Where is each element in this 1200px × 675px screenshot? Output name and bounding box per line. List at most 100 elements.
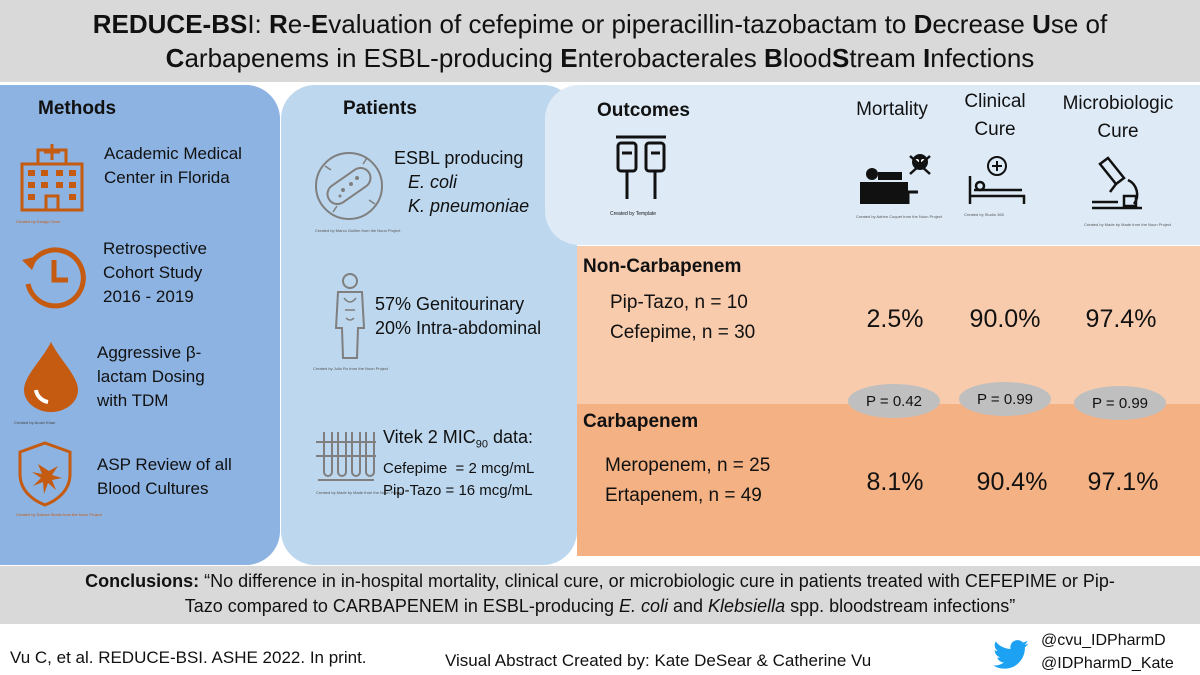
vitek-label: Vitek 2 MIC	[383, 427, 476, 447]
method-3-text: Aggressive β- lactam Dosing with TDM	[97, 341, 205, 413]
method-3-line-1: Aggressive β-	[97, 343, 202, 362]
bacteria-icon-credit: Created by Marco Guillen from the Noun P…	[315, 228, 401, 233]
title-line2-segment-1: arbapenems in ESBL-producing	[184, 43, 561, 73]
title-banner: REDUCE-BSI: Re-Evaluation of cefepime or…	[0, 0, 1200, 82]
carbapenem-arms: Meropenem, n = 25 Ertapenem, n = 49	[605, 451, 770, 511]
title-line1-segment-9: se of	[1050, 9, 1108, 39]
methods-heading: Methods	[38, 98, 117, 119]
non-carbapenem-arms: Pip-Tazo, n = 10 Cefepime, n = 30	[610, 288, 755, 348]
microscope-icon	[1092, 156, 1142, 210]
cefepime-arm: Cefepime, n = 30	[610, 322, 756, 343]
blood-drop-icon	[24, 342, 78, 412]
hospital-icon-credit: Created by Design Circle	[16, 219, 61, 224]
title-line1-segment-7: ecrease	[932, 9, 1033, 39]
clinical-cure-header: Clinical Cure	[950, 88, 1040, 144]
pvalue-microbiologic-cure: P = 0.99	[1074, 386, 1166, 420]
patients-panel	[281, 85, 577, 565]
conclusions-ecoli: E. coli	[618, 596, 668, 616]
carbapenem-panel	[577, 404, 1200, 556]
title-line2-segment-7: tream	[849, 43, 923, 73]
method-3-line-2: lactam Dosing	[97, 367, 205, 386]
esbl-organism-1: E. coli	[408, 172, 458, 192]
esbl-organism-2: K. pneumoniae	[408, 196, 530, 216]
title-line1-segment-1: I:	[247, 9, 269, 39]
noncarb-mortality-value: 2.5%	[866, 305, 924, 333]
method-2-line-1: Retrospective	[103, 239, 207, 258]
twitter-handle-2[interactable]: @IDPharmD_Kate	[1041, 655, 1174, 672]
title-line1-segment-3: e-	[287, 9, 311, 39]
pvalue-mortality: P = 0.42	[848, 384, 940, 418]
method-4-line-2: Blood Cultures	[97, 479, 209, 498]
method-2-line-2: Cohort Study	[103, 263, 203, 282]
human-body-icon	[334, 273, 366, 359]
title-line-1: REDUCE-BSI: Re-Evaluation of cefepime or…	[93, 7, 1107, 41]
carbapenem-heading: Carbapenem	[583, 411, 699, 432]
conclusions-text-2c: spp. bloodstream infections”	[785, 596, 1016, 616]
conclusions-text-1: “No difference in in-hospital mortality,…	[199, 571, 1115, 591]
vitek-piptazo-mic: Pip-Tazo = 16 mcg/mL	[383, 481, 533, 499]
conclusions-text-2b: and	[668, 596, 709, 616]
vitek-suffix: data:	[487, 427, 533, 447]
non-carbapenem-panel	[577, 246, 1200, 404]
title-line1-segment-0: REDUCE-BS	[92, 9, 248, 39]
title-line2-segment-2: E	[560, 43, 578, 73]
conclusions-label: Conclusions:	[85, 571, 200, 591]
microbiologic-cure-icon-credit: Created by Made by Made from the Noun Pr…	[1084, 222, 1172, 227]
title-line2-segment-6: S	[831, 43, 850, 73]
title-line1-segment-6: D	[913, 9, 933, 39]
test-tubes-icon	[316, 432, 376, 481]
method-1-line-1: Academic Medical	[104, 144, 242, 163]
conclusions-banner: Conclusions: “No difference in in-hospit…	[0, 566, 1200, 624]
patient-bed-skull-icon	[860, 154, 931, 204]
source-genitourinary: 57% Genitourinary	[375, 294, 525, 314]
ertapenem-arm: Ertapenem, n = 49	[605, 485, 762, 506]
vitek-subscript: 90	[475, 438, 488, 451]
title-line1-segment-2: R	[269, 9, 288, 39]
noncarb-micro-cure-value: 97.4%	[1085, 305, 1157, 333]
hospital-icon	[20, 144, 84, 212]
twitter-handle-1[interactable]: @cvu_IDPharmD	[1041, 632, 1166, 649]
piptazo-arm: Pip-Tazo, n = 10	[610, 292, 748, 313]
esbl-text: ESBL producing E. coli K. pneumoniae	[394, 146, 529, 218]
carb-clinical-cure-value: 90.4%	[976, 468, 1048, 496]
non-carbapenem-heading: Non-Carbapenem	[583, 256, 742, 277]
conclusions-line-1: Conclusions: “No difference in in-hospit…	[0, 569, 1200, 594]
micro-cure-header-line-1: Microbiologic	[1062, 93, 1174, 114]
title-line1-segment-4: E	[310, 9, 329, 39]
twitter-bird-icon	[993, 640, 1029, 669]
infection-source-text: 57% Genitourinary 20% Intra-abdominal	[375, 292, 541, 340]
method-2-line-3: 2016 - 2019	[103, 287, 194, 306]
clinical-cure-header-line-1: Clinical	[964, 91, 1026, 112]
outcomes-heading: Outcomes	[597, 100, 690, 121]
title-line2-segment-9: nfections	[930, 43, 1035, 73]
citation: Vu C, et al. REDUCE-BSI. ASHE 2022. In p…	[10, 648, 367, 667]
twitter-handles: @cvu_IDPharmD @IDPharmD_Kate	[1041, 629, 1174, 675]
human-body-icon-credit: Created by Julio Ro from the Noun Projec…	[313, 366, 389, 371]
meropenem-arm: Meropenem, n = 25	[605, 455, 771, 476]
outcomes-panel	[545, 85, 1200, 245]
method-4-text: ASP Review of all Blood Cultures	[97, 453, 232, 501]
blood-drop-icon-credit: Created by Arosh Khan	[14, 420, 56, 425]
esbl-line-1: ESBL producing	[394, 148, 524, 168]
title-line2-segment-4: B	[764, 43, 783, 73]
method-1-line-2: Center in Florida	[104, 168, 230, 187]
mortality-header: Mortality	[842, 96, 942, 124]
pvalue-clinical-cure: P = 0.99	[959, 382, 1051, 416]
shield-virus-icon-credit: Created by Sakura Studio from the Noun P…	[16, 512, 102, 517]
conclusions-klebsiella: Klebsiella	[708, 596, 786, 616]
title-line1-segment-8: U	[1032, 9, 1051, 39]
source-intra-abdominal: 20% Intra-abdominal	[375, 318, 542, 338]
conclusions-text-2a: Tazo compared to CARBAPENEM in ESBL-prod…	[184, 596, 619, 616]
clock-history-icon	[22, 247, 86, 309]
carb-mortality-value: 8.1%	[866, 468, 924, 496]
title-line2-segment-8: I	[923, 43, 931, 73]
title-line1-segment-5: valuation of cefepime or piperacillin-ta…	[328, 9, 914, 39]
hospital-bed-icon	[968, 156, 1026, 204]
iv-bags-icon	[616, 135, 666, 199]
method-2-text: Retrospective Cohort Study 2016 - 2019	[103, 237, 207, 309]
noncarb-clinical-cure-value: 90.0%	[969, 305, 1041, 333]
mortality-icon-credit: Created by Adrien Coquet from the Noun P…	[856, 214, 943, 219]
patients-heading: Patients	[343, 98, 417, 119]
vitek-cefepime-mic: Cefepime = 2 mcg/mL	[383, 459, 535, 477]
vitek-heading: Vitek 2 MIC90 data:	[383, 424, 534, 458]
